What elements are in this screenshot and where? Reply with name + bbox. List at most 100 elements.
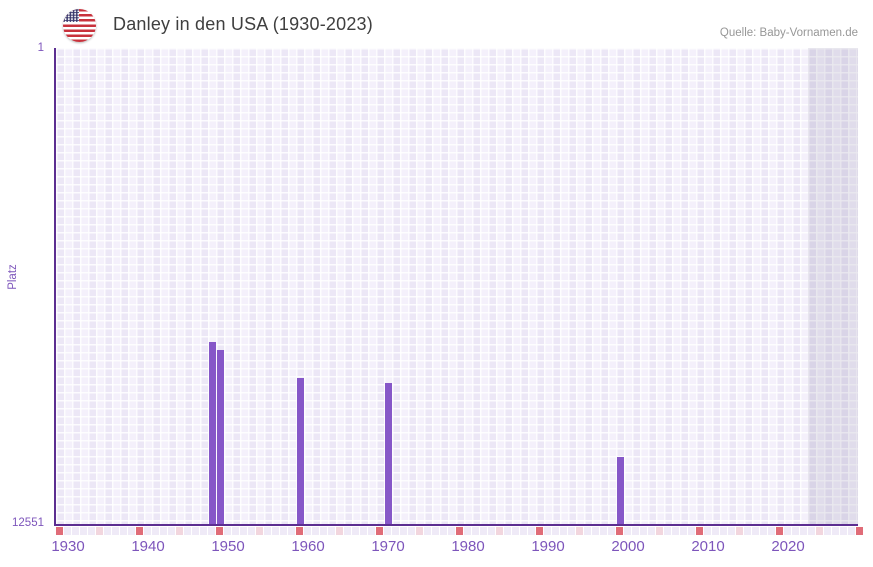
decade-marker-cell [56,527,63,535]
year-cell [152,527,159,535]
year-cell [520,527,527,535]
half-decade-marker-cell [416,527,423,535]
year-cell [232,527,239,535]
decade-marker-cell [776,527,783,535]
year-cell [248,527,255,535]
year-cell [744,527,751,535]
year-cell [528,527,535,535]
decade-marker-cell [216,527,223,535]
year-cell [312,527,319,535]
x-tick-1960: 1960 [291,538,325,555]
half-decade-marker-cell [256,527,263,535]
half-decade-marker-cell [96,527,103,535]
bar-1959[interactable] [297,378,304,524]
year-cell [480,527,487,535]
year-cell [72,527,79,535]
year-cell [592,527,599,535]
decade-marker-cell [536,527,543,535]
half-decade-marker-cell [656,527,663,535]
bar-1999[interactable] [617,457,624,524]
decade-marker-cell [856,527,863,535]
year-cell [608,527,615,535]
x-tick-2010: 2010 [691,538,725,555]
usa-flag-canton [63,9,79,22]
year-cell [264,527,271,535]
year-cell [192,527,199,535]
year-cell [200,527,207,535]
year-cell [688,527,695,535]
year-cell [600,527,607,535]
plot-area [54,48,858,526]
x-tick-1950: 1950 [211,538,245,555]
year-cell [832,527,839,535]
chart-title: Danley in den USA (1930-2023) [113,14,373,34]
year-cell [160,527,167,535]
year-cell [808,527,815,535]
half-decade-marker-cell [176,527,183,535]
year-cell [64,527,71,535]
year-cell [640,527,647,535]
year-cell [680,527,687,535]
year-cell [224,527,231,535]
year-marker-strip [56,527,864,535]
year-cell [328,527,335,535]
year-cell [840,527,847,535]
year-cell [552,527,559,535]
year-cell [432,527,439,535]
year-cell [344,527,351,535]
year-cell [400,527,407,535]
year-cell [104,527,111,535]
year-cell [240,527,247,535]
year-cell [408,527,415,535]
decade-marker-cell [376,527,383,535]
year-cell [184,527,191,535]
year-cell [440,527,447,535]
year-cell [752,527,759,535]
year-cell [128,527,135,535]
x-tick-1990: 1990 [531,538,565,555]
year-cell [144,527,151,535]
year-cell [464,527,471,535]
bar-1949[interactable] [217,350,224,524]
year-cell [288,527,295,535]
half-decade-marker-cell [736,527,743,535]
year-cell [360,527,367,535]
year-cell [648,527,655,535]
half-decade-marker-cell [816,527,823,535]
year-cell [472,527,479,535]
year-cell [384,527,391,535]
year-cell [848,527,855,535]
year-cell [448,527,455,535]
half-decade-marker-cell [336,527,343,535]
decade-marker-cell [296,527,303,535]
year-cell [112,527,119,535]
year-cell [624,527,631,535]
year-cell [584,527,591,535]
year-cell [512,527,519,535]
year-cell [632,527,639,535]
year-cell [88,527,95,535]
x-tick-1970: 1970 [371,538,405,555]
bar-1970[interactable] [385,383,392,524]
year-cell [712,527,719,535]
year-cell [80,527,87,535]
y-axis-top-label: 1 [37,42,44,54]
year-cell [544,527,551,535]
year-cell [352,527,359,535]
year-cell [768,527,775,535]
year-cell [720,527,727,535]
year-cell [368,527,375,535]
year-cell [424,527,431,535]
decade-marker-cell [616,527,623,535]
year-cell [488,527,495,535]
year-cell [704,527,711,535]
x-tick-2000: 2000 [611,538,645,555]
year-cell [504,527,511,535]
bar-1948[interactable] [209,342,216,524]
year-cell [560,527,567,535]
year-cell [320,527,327,535]
year-cell [392,527,399,535]
year-cell [120,527,127,535]
year-cell [664,527,671,535]
